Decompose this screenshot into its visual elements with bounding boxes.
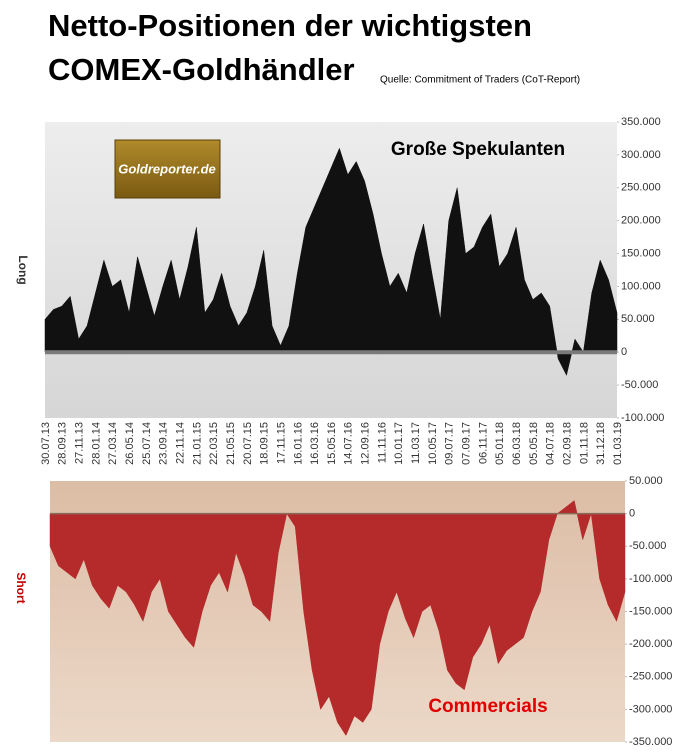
x-tick-label: 16.01.16 bbox=[292, 422, 304, 465]
x-tick-label: 22.11.14 bbox=[174, 422, 186, 464]
y-tick-label: -200.000 bbox=[629, 638, 672, 650]
x-tick-label: 02.09.18 bbox=[561, 422, 573, 465]
x-tick-label: 22.03.15 bbox=[208, 422, 220, 465]
y-tick-label: -50.000 bbox=[621, 379, 658, 391]
x-tick-label: 30.07.13 bbox=[40, 422, 52, 465]
x-tick-label: 09.07.17 bbox=[444, 422, 456, 465]
x-tick-label: 25.07.14 bbox=[141, 422, 153, 465]
area bbox=[44, 147, 618, 376]
y-tick-label: 0 bbox=[621, 346, 627, 358]
y-axis-label: Short bbox=[14, 572, 28, 603]
y-tick-label: -250.000 bbox=[629, 671, 672, 683]
y-tick-label: 350.000 bbox=[621, 116, 661, 128]
x-tick-label: 21.01.15 bbox=[191, 422, 203, 465]
y-tick-label: 0 bbox=[629, 508, 635, 520]
x-tick-label: 16.03.16 bbox=[309, 422, 321, 465]
y-tick-label: -100.000 bbox=[629, 573, 672, 585]
y-tick-label: -150.000 bbox=[629, 605, 672, 617]
x-tick-label: 10.05.17 bbox=[427, 422, 439, 465]
y-axis-label: Long bbox=[16, 255, 30, 284]
x-tick-label: 05.05.18 bbox=[528, 422, 540, 465]
y-tick-label: 50.000 bbox=[629, 475, 663, 487]
x-tick-label: 28.09.13 bbox=[57, 422, 69, 465]
x-tick-label: 06.03.18 bbox=[511, 422, 523, 465]
source: Quelle: Commitment of Traders (CoT-Repor… bbox=[380, 75, 580, 86]
x-tick-label: 27.11.13 bbox=[74, 422, 86, 464]
y-tick-label: -100.000 bbox=[621, 412, 664, 424]
x-tick-label: 01.11.18 bbox=[578, 422, 590, 464]
x-tick-label: 27.03.14 bbox=[107, 422, 119, 465]
logo bbox=[114, 139, 221, 199]
area bbox=[49, 500, 626, 737]
x-tick-label: 11.11.16 bbox=[376, 422, 388, 463]
x-tick-label: 31.12.18 bbox=[595, 422, 607, 465]
y-tick-label: 300.000 bbox=[621, 149, 661, 161]
y-tick-label: -350.000 bbox=[629, 736, 672, 748]
x-tick-label: 23.09.14 bbox=[158, 422, 170, 465]
x-tick-label: 11.03.17 bbox=[410, 422, 422, 464]
logo-text: Goldreporter.de bbox=[118, 161, 216, 176]
x-tick-label: 28.01.14 bbox=[90, 422, 102, 465]
x-tick-label: 05.01.18 bbox=[494, 422, 506, 465]
x-tick-label: 12.09.16 bbox=[360, 422, 372, 465]
x-tick-label: 21.05.15 bbox=[225, 422, 237, 465]
x-tick-label: 04.07.18 bbox=[545, 422, 557, 465]
x-tick-label: 14.07.16 bbox=[343, 422, 355, 465]
x-tick-label: 20.07.15 bbox=[242, 422, 254, 465]
y-tick-label: 100.000 bbox=[621, 280, 661, 292]
x-tick-label: 26.05.14 bbox=[124, 422, 136, 465]
y-tick-label: -300.000 bbox=[629, 703, 672, 715]
x-tick-label: 15.05.16 bbox=[326, 422, 338, 465]
title-line: COMEX-Goldhändler bbox=[48, 52, 355, 87]
y-tick-label: 200.000 bbox=[621, 215, 661, 227]
x-tick-label: 18.09.15 bbox=[259, 422, 271, 465]
x-tick-label: 17.11.15 bbox=[275, 422, 287, 464]
x-tick-label: 06.11.17 bbox=[477, 422, 489, 464]
y-tick-label: 150.000 bbox=[621, 247, 661, 259]
title-line: Netto-Positionen der wichtigsten bbox=[48, 8, 532, 43]
x-tick-label: 07.09.17 bbox=[460, 422, 472, 465]
y-tick-label: 50.000 bbox=[621, 313, 655, 325]
annotation: Commercials bbox=[428, 696, 547, 717]
x-tick-label: 01.03.19 bbox=[612, 422, 624, 465]
annotation: Große Spekulanten bbox=[391, 139, 565, 160]
x-tick-label: 10.01.17 bbox=[393, 422, 405, 465]
y-tick-label: 250.000 bbox=[621, 182, 661, 194]
y-tick-label: -50.000 bbox=[629, 540, 666, 552]
